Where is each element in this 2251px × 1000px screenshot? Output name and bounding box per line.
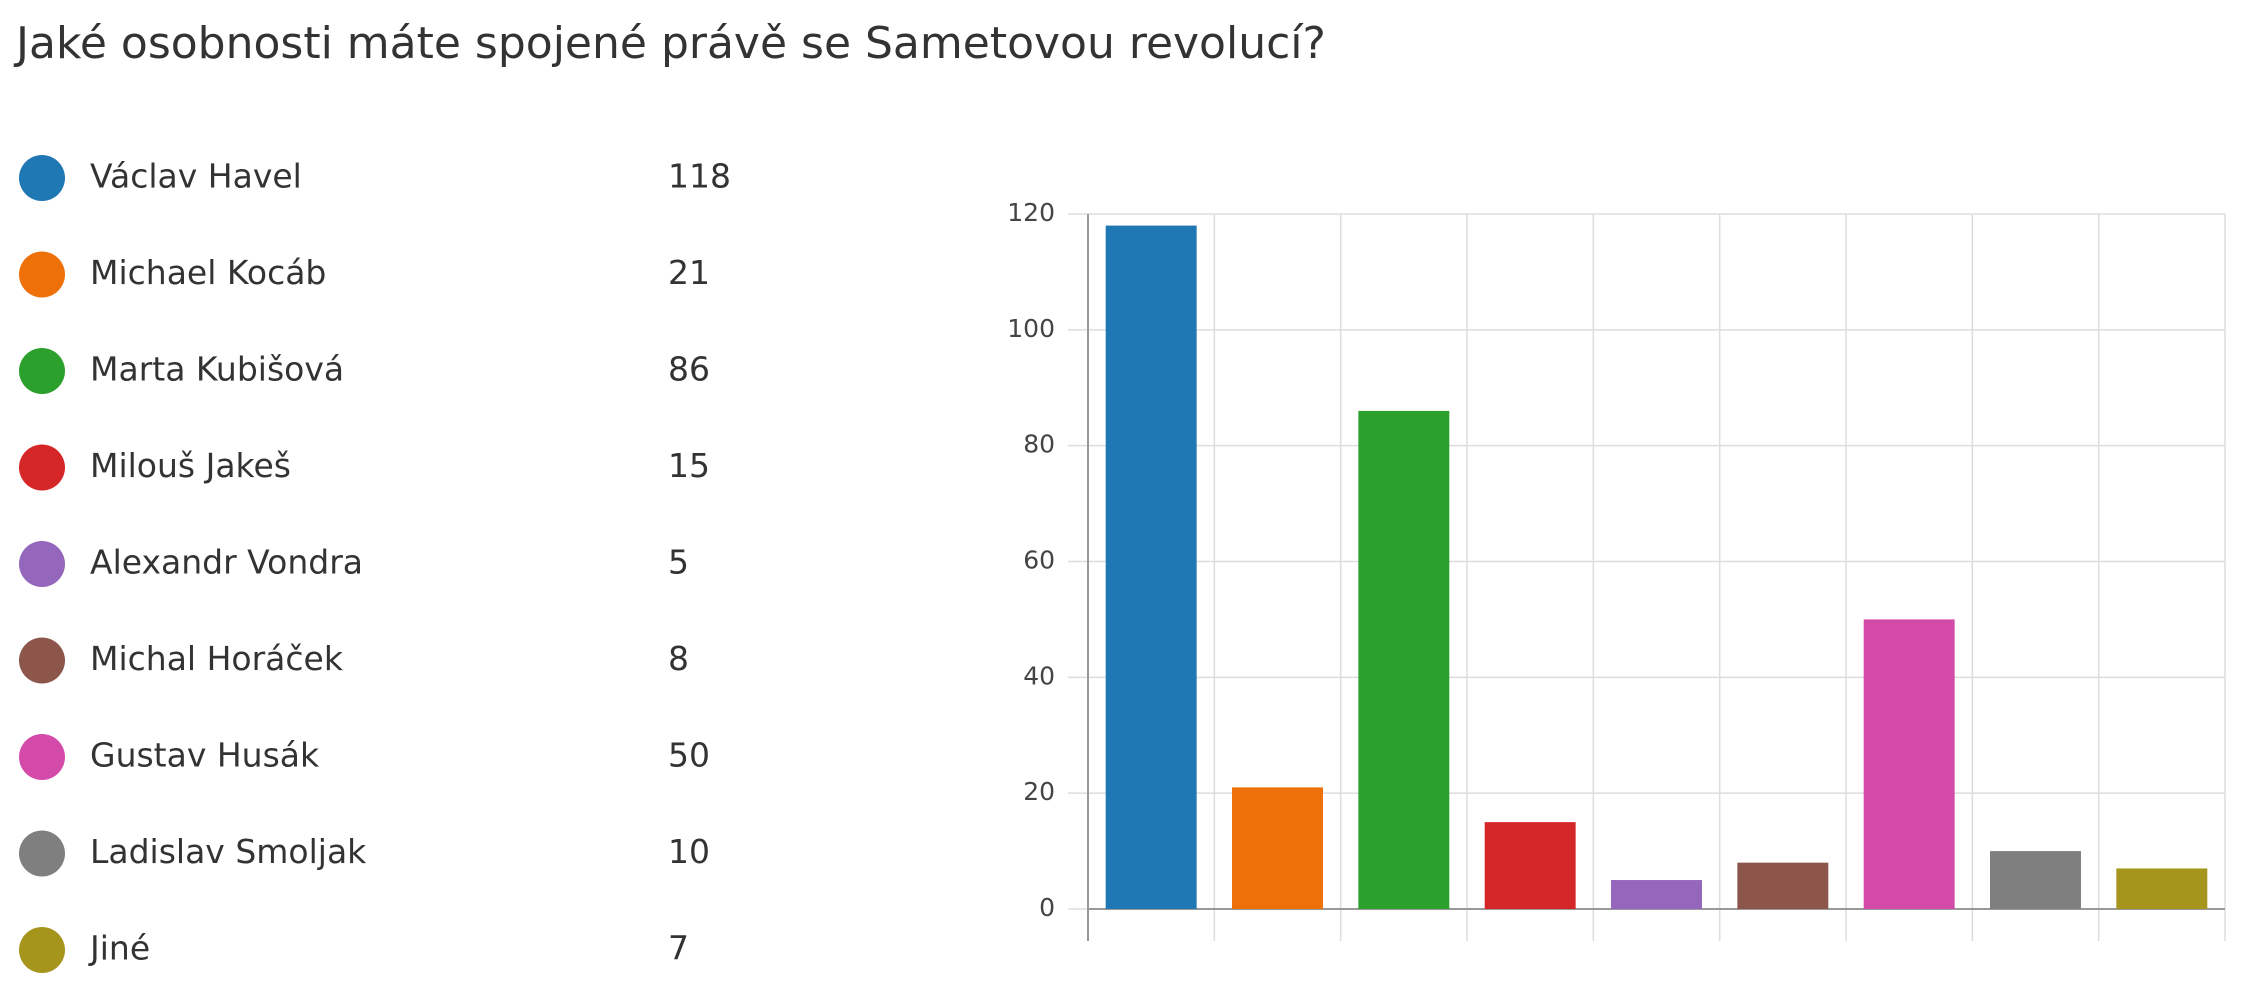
legend-value: 5: [668, 543, 689, 582]
y-tick-label: 100: [1007, 314, 1055, 343]
legend-marker: [19, 348, 65, 394]
legend-marker: [19, 927, 65, 973]
legend-label: Václav Havel: [90, 157, 302, 196]
legend-value: 8: [668, 639, 689, 678]
bar: [1484, 822, 1576, 909]
y-tick-label: 0: [1039, 893, 1055, 922]
chart-title: Jaké osobnosti máte spojené právě se Sam…: [13, 18, 1326, 69]
legend-label: Marta Kubišová: [90, 350, 344, 389]
legend-value: 118: [668, 157, 731, 196]
bar: [1863, 619, 1955, 909]
legend-label: Ladislav Smoljak: [90, 832, 367, 871]
legend-marker: [19, 734, 65, 780]
legend-value: 86: [668, 350, 710, 389]
legend-label: Alexandr Vondra: [90, 543, 363, 582]
legend-value: 50: [668, 736, 710, 775]
legend-marker: [19, 830, 65, 877]
legend-marker: [19, 155, 65, 201]
legend-marker: [19, 637, 65, 684]
y-tick-label: 60: [1023, 546, 1055, 575]
legend-label: Milouš Jakeš: [90, 446, 291, 485]
legend-value: 21: [668, 253, 710, 292]
bar: [1611, 880, 1702, 909]
legend-label: Jiné: [88, 929, 150, 968]
legend-marker: [19, 444, 65, 491]
y-tick-label: 80: [1023, 430, 1055, 459]
y-tick-label: 40: [1023, 661, 1055, 690]
y-tick-label: 120: [1007, 198, 1055, 227]
legend-marker: [19, 541, 65, 587]
bar: [1232, 787, 1323, 909]
legend-value: 15: [668, 446, 710, 485]
legend-label: Michal Horáček: [90, 639, 344, 678]
legend-label: Gustav Husák: [90, 736, 320, 775]
bar: [1105, 225, 1197, 910]
bar: [1990, 851, 2081, 909]
y-tick-label: 20: [1023, 777, 1055, 806]
legend-value: 7: [668, 929, 689, 968]
legend-marker: [19, 251, 65, 298]
bar: [2116, 868, 2208, 909]
bar: [1358, 410, 1450, 909]
legend-value: 10: [668, 832, 710, 871]
legend-label: Michael Kocáb: [90, 253, 326, 292]
bar: [1737, 862, 1829, 909]
